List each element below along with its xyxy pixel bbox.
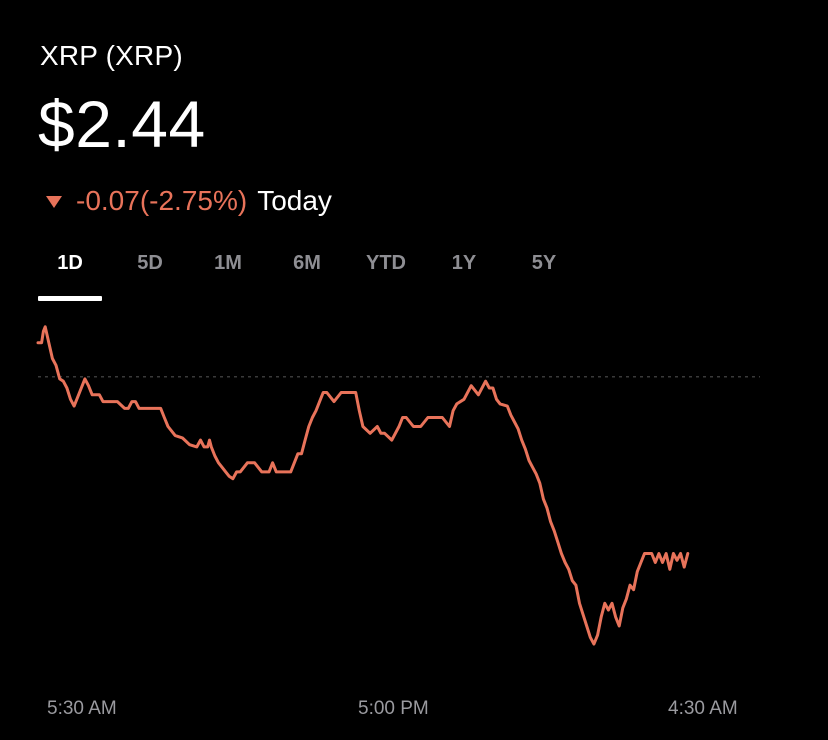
tab-1m[interactable]: 1M [214, 252, 242, 274]
asset-name: XRP (XRP) [40, 40, 183, 71]
range-tabs: 1D 5D 1M 6M YTD 1Y 5Y [38, 246, 598, 302]
tab-1d[interactable]: 1D [57, 252, 83, 274]
x-tick-label: 5:00 PM [358, 698, 429, 719]
price-chart-svg [36, 325, 760, 646]
price-chart[interactable] [0, 320, 828, 660]
tab-1y[interactable]: 1Y [451, 252, 477, 274]
period-label: Today [257, 185, 332, 216]
x-tick-label: 5:30 AM [47, 698, 117, 719]
price-change-value: -0.07(-2.75%) [76, 185, 248, 216]
tab-5y[interactable]: 5Y [531, 252, 557, 274]
active-tab-indicator [38, 296, 102, 301]
tab-6m[interactable]: 6M [293, 252, 321, 274]
price-series-line [36, 325, 690, 646]
tab-5d[interactable]: 5D [137, 252, 163, 274]
x-axis-labels: 5:30 AM 5:00 PM 4:30 AM [0, 698, 828, 726]
tab-ytd[interactable]: YTD [366, 252, 406, 274]
price-change-row: -0.07(-2.75%) Today [46, 184, 332, 218]
current-price: $2.44 [38, 87, 206, 161]
x-tick-label: 4:30 AM [668, 698, 738, 719]
triangle-down-icon [46, 196, 62, 208]
